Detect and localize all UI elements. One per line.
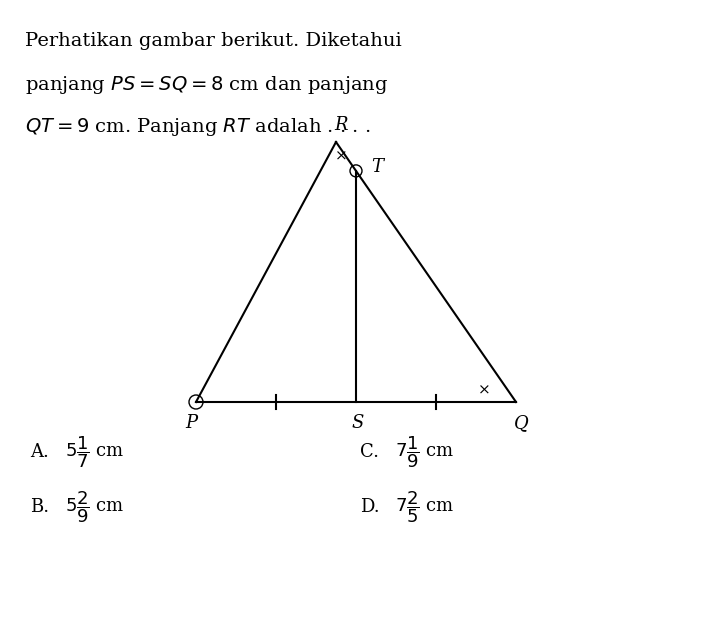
Text: D.: D.	[360, 498, 379, 516]
Text: $QT = 9$ cm. Panjang $RT$ adalah . . . .: $QT = 9$ cm. Panjang $RT$ adalah . . . .	[25, 116, 371, 138]
Text: R: R	[334, 116, 348, 134]
Text: T: T	[371, 158, 383, 176]
Text: A.: A.	[30, 443, 49, 461]
Text: P: P	[185, 414, 197, 432]
Text: C.: C.	[360, 443, 379, 461]
Text: $7\dfrac{1}{9}$ cm: $7\dfrac{1}{9}$ cm	[395, 434, 455, 470]
Text: $7\dfrac{2}{5}$ cm: $7\dfrac{2}{5}$ cm	[395, 489, 455, 525]
Text: ×: ×	[478, 383, 491, 397]
Text: Q: Q	[513, 414, 528, 432]
Text: panjang $PS = SQ = 8$ cm dan panjang: panjang $PS = SQ = 8$ cm dan panjang	[25, 74, 388, 96]
Text: Perhatikan gambar berikut. Diketahui: Perhatikan gambar berikut. Diketahui	[25, 32, 401, 50]
Text: $5\dfrac{1}{7}$ cm: $5\dfrac{1}{7}$ cm	[65, 434, 125, 470]
Text: $5\dfrac{2}{9}$ cm: $5\dfrac{2}{9}$ cm	[65, 489, 125, 525]
Text: S: S	[352, 414, 364, 432]
Text: B.: B.	[30, 498, 49, 516]
Text: ×: ×	[334, 150, 347, 164]
